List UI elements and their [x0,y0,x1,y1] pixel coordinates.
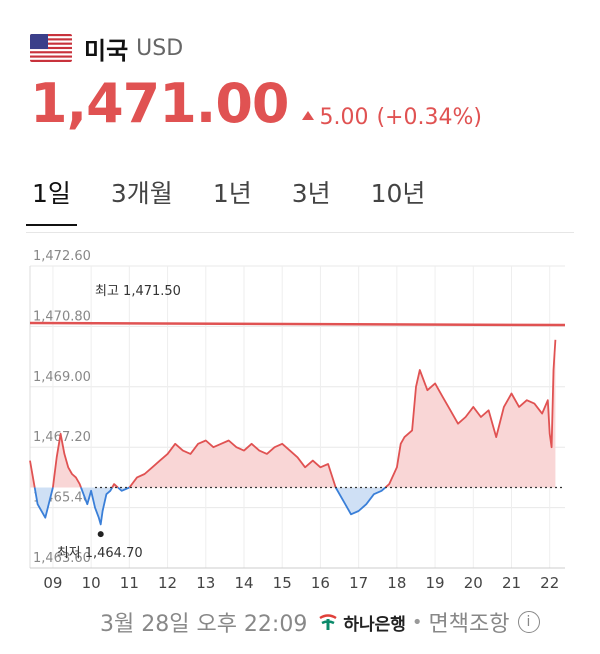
y-tick-label: 1,463.60 [33,551,91,566]
hana-bank-icon [319,614,338,630]
reference-line [29,321,566,327]
above-series-line [29,460,36,488]
x-tick-label: 17 [349,574,368,590]
below-series-line [334,486,386,516]
above-series-line [52,432,82,488]
x-tick-label: 14 [234,574,253,590]
x-tick-label: 10 [82,574,101,590]
x-tick-label: 12 [158,574,177,590]
tab-1y[interactable]: 1년 [212,179,252,208]
currency-code: USD [136,35,184,61]
above-series-line [111,483,119,489]
below-series-line [80,487,113,526]
change-amount: 5.00 [319,105,369,130]
x-tick-label: 09 [43,574,62,590]
x-tick-label: 13 [196,574,215,590]
up-triangle-icon [302,111,315,120]
tab-3y[interactable]: 3년 [291,179,331,208]
below-series-line [117,486,130,492]
low-point-marker [97,531,104,538]
x-tick-label: 21 [502,574,521,590]
period-tabs: 1일 3개월 1년 3년 10년 [26,170,574,233]
above-series-line [384,339,557,489]
separator: • [411,611,423,633]
timestamp: 3월 28일 오후 22:09 [100,612,308,637]
bank-logo: 하나은행 [317,610,406,635]
y-tick-label: 1,469.00 [33,370,91,385]
x-tick-label: 15 [273,574,292,590]
x-tick-label: 20 [464,574,483,590]
change-percent: (+0.34%) [376,105,482,130]
exchange-rate-chart[interactable]: 1,472.601,470.801,469.001,467.201,465.40… [0,250,600,590]
currency-header: 미국 USD [30,28,183,68]
below-series-area [34,487,53,518]
footer: 3월 28일 오후 22:09 하나은행 • 면책조항 i [100,602,540,642]
country-name: 미국 [84,36,129,65]
info-icon[interactable]: i [517,611,540,633]
x-tick-label: 19 [426,574,445,590]
x-tick-label: 11 [120,574,139,590]
y-tick-label: 1,470.80 [33,309,91,324]
disclaimer-link[interactable]: 면책조항 [428,612,510,637]
price-change: 5.00 (+0.34%) [302,105,482,130]
above-series-line [128,439,337,489]
bank-name: 하나은행 [343,614,406,635]
x-tick-label: 22 [540,574,559,590]
y-tick-label: 1,472.60 [33,250,91,264]
current-price: 1,471.00 [30,72,289,135]
tab-3m[interactable]: 3개월 [110,179,173,208]
above-series-area [385,339,556,488]
below-series-line [33,487,54,519]
above-series-area [129,440,336,488]
quote-row: 1,471.00 5.00 (+0.34%) [30,72,482,135]
high-label: 최고 1,471.50 [95,284,181,299]
x-tick-label: 16 [311,574,330,590]
low-label: 최저 1,464.70 [57,546,143,561]
x-tick-label: 18 [387,574,406,590]
tab-10y[interactable]: 10년 [370,179,426,208]
above-series-area [52,433,81,488]
us-flag-icon [30,34,72,62]
tab-1d[interactable]: 1일 [26,170,77,226]
